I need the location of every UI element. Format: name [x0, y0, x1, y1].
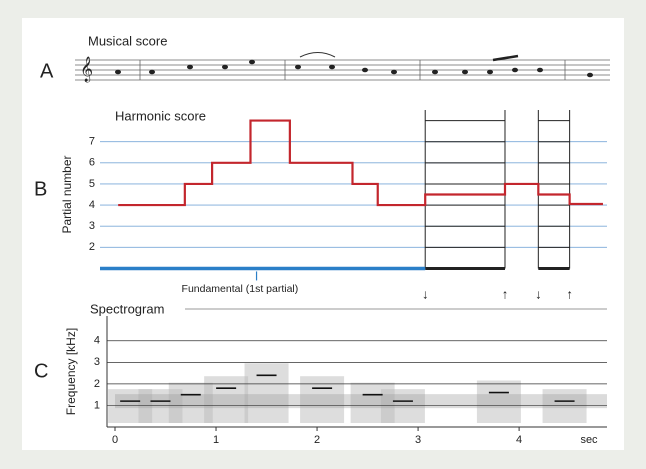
y-tick-label: 3 [94, 356, 100, 368]
clef: 𝄞 [80, 56, 93, 82]
y-axis-label: Frequency [kHz] [64, 328, 78, 415]
onset-arrow: ↓ [422, 286, 429, 301]
y-tick-label: 1 [94, 399, 100, 411]
y-axis-label: Partial number [60, 155, 74, 233]
offset-arrow: ↑ [502, 286, 509, 301]
panel-label: C [34, 360, 48, 382]
annotation: Fundamental (1st partial) [182, 283, 299, 295]
figure: A Musical score 𝄞 B Harmonic score Partial… [0, 0, 646, 469]
x-tick-label: 0 [112, 434, 118, 446]
y-tick-label: 4 [89, 199, 95, 211]
x-tick-label: 3 [415, 434, 421, 446]
y-tick-label: 7 [89, 136, 95, 148]
y-tick-label: 4 [94, 335, 100, 347]
y-tick-label: 2 [89, 241, 95, 253]
spectral-energy [245, 363, 289, 423]
chart-title: Harmonic score [115, 108, 206, 123]
x-axis-label: sec [580, 434, 598, 446]
onset-arrow: ↓ [535, 286, 542, 301]
y-tick-label: 5 [89, 178, 95, 190]
x-tick-label: 2 [314, 434, 320, 446]
panel-label: A [40, 60, 54, 82]
x-tick-label: 4 [516, 434, 522, 446]
x-tick-label: 1 [213, 434, 219, 446]
spectral-band [115, 394, 607, 408]
y-tick-label: 3 [89, 220, 95, 232]
y-tick-label: 2 [94, 378, 100, 390]
chart-title: Spectrogram [90, 301, 164, 316]
offset-arrow: ↑ [566, 286, 573, 301]
score-title: Musical score [88, 33, 167, 48]
panel-label: B [34, 178, 47, 200]
y-tick-label: 6 [89, 157, 95, 169]
